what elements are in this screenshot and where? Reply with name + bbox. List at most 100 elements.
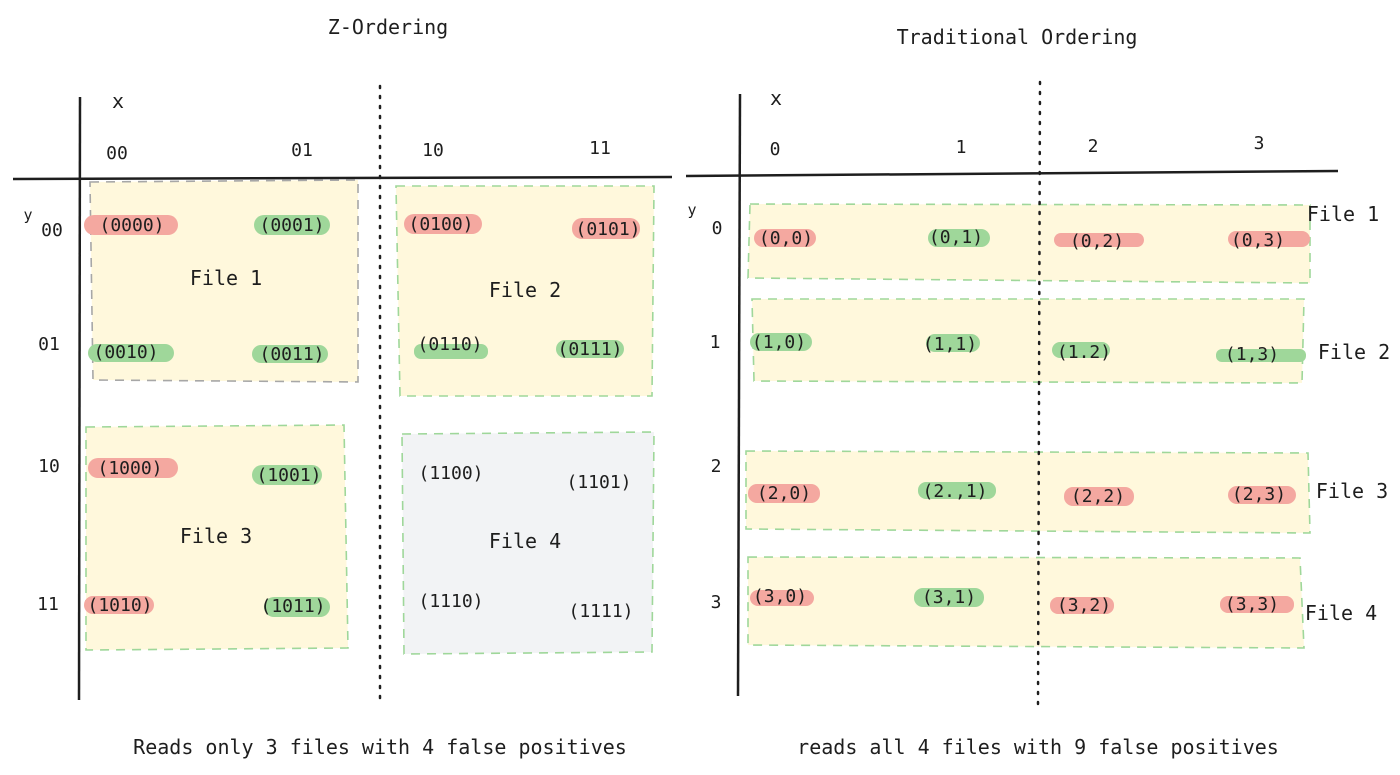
t-file-3-region (745, 450, 1311, 534)
z-highlight-1011 (264, 597, 330, 617)
t-y-tick-1: 1 (710, 332, 721, 353)
t-y-tick-3: 3 (711, 592, 722, 613)
z-cell-labels: (0000) (0001) (0010) (0011) (0100) (0101… (87, 214, 640, 622)
z-cell-1010: (1010) (87, 595, 152, 616)
t-highlight-3-0 (750, 590, 814, 606)
z-cell-0101: (0101) (575, 219, 640, 240)
z-highlight-0000 (84, 215, 178, 235)
t-x-tick-2: 2 (1088, 136, 1099, 157)
t-y-tick-2: 2 (711, 456, 722, 477)
t-cell-2-3: (2,3) (1232, 484, 1286, 505)
t-cell-1-3: (1,3) (1225, 344, 1279, 365)
z-highlight-0010 (88, 344, 174, 362)
z-y-axis-line (77, 96, 82, 701)
t-highlight-1-0 (750, 333, 812, 351)
t-highlight-3-3 (1220, 596, 1294, 613)
z-highlight-0101 (572, 218, 640, 239)
z-cell-0111: (0111) (557, 339, 622, 360)
t-file-2-region (751, 298, 1305, 384)
z-file-4-label: File 4 (489, 529, 561, 553)
z-x-axis-line (12, 175, 673, 181)
t-highlight-2-3 (1228, 486, 1296, 504)
t-cell-0-0: (0,0) (759, 228, 813, 249)
t-x-axis-label: x (770, 86, 782, 110)
t-cell-1-1: (1,1) (923, 334, 977, 355)
t-cell-3-1: (3,1) (922, 587, 976, 608)
t-divider-line (1036, 80, 1042, 706)
t-highlight-3-1 (914, 588, 984, 607)
t-highlight-3-2 (1050, 597, 1114, 614)
z-file-1-label: File 1 (190, 266, 262, 290)
t-highlight-0-1 (928, 229, 990, 247)
z-x-tick-01: 01 (291, 140, 313, 161)
t-file-1-region (747, 203, 1311, 284)
z-cell-1100: (1100) (418, 463, 483, 484)
z-file-3-label: File 3 (180, 524, 252, 548)
t-highlight-2-0 (748, 484, 820, 503)
t-cell-0-3: (0,3) (1231, 230, 1285, 251)
z-y-tick-00: 00 (41, 220, 63, 241)
z-x-tick-11: 11 (589, 138, 611, 159)
z-y-axis-label: y (23, 206, 32, 224)
z-highlight-1001 (252, 465, 322, 485)
t-cell-3-2: (3,2) (1057, 595, 1111, 616)
t-highlight-0-2 (1054, 233, 1144, 247)
z-cell-1001: (1001) (256, 465, 321, 486)
z-highlight-1010 (84, 596, 154, 614)
z-x-tick-10: 10 (422, 140, 444, 161)
z-cell-0110: (0110) (417, 334, 482, 355)
t-file-2-label: File 2 (1318, 340, 1390, 364)
t-highlight-1-2 (1052, 342, 1110, 358)
traditional-ordering-caption: reads all 4 files with 9 false positives (797, 735, 1279, 759)
t-cell-1-0: (1,0) (752, 332, 806, 353)
z-x-tick-00: 00 (106, 143, 128, 164)
z-highlight-1000 (88, 458, 178, 478)
t-highlight-1-3 (1216, 349, 1306, 362)
t-axes (685, 80, 1339, 706)
z-cell-0001: (0001) (259, 215, 324, 236)
z-cell-1011: (1011) (260, 596, 325, 617)
t-x-tick-3: 3 (1254, 133, 1265, 154)
t-x-axis-line (685, 169, 1339, 178)
z-ordering-caption: Reads only 3 files with 4 false positive… (133, 735, 627, 759)
z-file-2-label: File 2 (489, 278, 561, 302)
z-x-axis-label: x (112, 89, 124, 113)
t-cell-1-2: (1.2) (1057, 342, 1111, 363)
z-y-tick-10: 10 (38, 456, 60, 477)
z-cell-1110: (1110) (418, 591, 483, 612)
t-highlights (748, 229, 1310, 614)
t-cell-3-0: (3,0) (753, 586, 807, 607)
t-highlight-2-2 (1064, 487, 1134, 506)
t-cell-0-1: (0,1) (929, 227, 983, 248)
t-cell-2-2: (2,2) (1071, 486, 1125, 507)
z-cell-1000: (1000) (97, 458, 162, 479)
t-file-1-label: File 1 (1307, 202, 1379, 226)
t-cell-0-2: (0,2) (1070, 231, 1124, 252)
t-file-4-label: File 4 (1305, 601, 1377, 625)
t-x-tick-0: 0 (770, 139, 781, 160)
t-file-3-label: File 3 (1316, 479, 1388, 503)
t-cell-labels: (0,0) (0,1) (0,2) (0,3) (1,0) (1,1) (1.2… (752, 227, 1286, 616)
t-x-tick-1: 1 (956, 137, 967, 158)
z-highlight-0110 (414, 344, 488, 359)
z-cell-0010: (0010) (93, 342, 158, 363)
traditional-ordering-title: Traditional Ordering (897, 25, 1138, 49)
z-y-tick-11: 11 (37, 594, 59, 615)
z-cell-0100: (0100) (408, 214, 473, 235)
z-highlight-0011 (252, 345, 328, 363)
z-ordering-title: Z-Ordering (328, 15, 448, 39)
t-file-regions (745, 203, 1311, 649)
z-cell-1111: (1111) (568, 601, 633, 622)
t-cell-2-1: (2.,1) (922, 481, 987, 502)
t-highlight-2-1 (918, 482, 996, 499)
t-cell-3-3: (3,3) (1225, 594, 1279, 615)
z-file-regions (85, 179, 655, 655)
t-file-4-region (747, 556, 1305, 649)
z-cell-1101: (1101) (566, 472, 631, 493)
z-y-tick-01: 01 (38, 334, 60, 355)
z-highlight-0001 (254, 215, 330, 235)
t-highlight-0-3 (1228, 231, 1310, 247)
t-y-axis-line (736, 93, 742, 697)
t-y-axis-label: y (687, 201, 696, 219)
